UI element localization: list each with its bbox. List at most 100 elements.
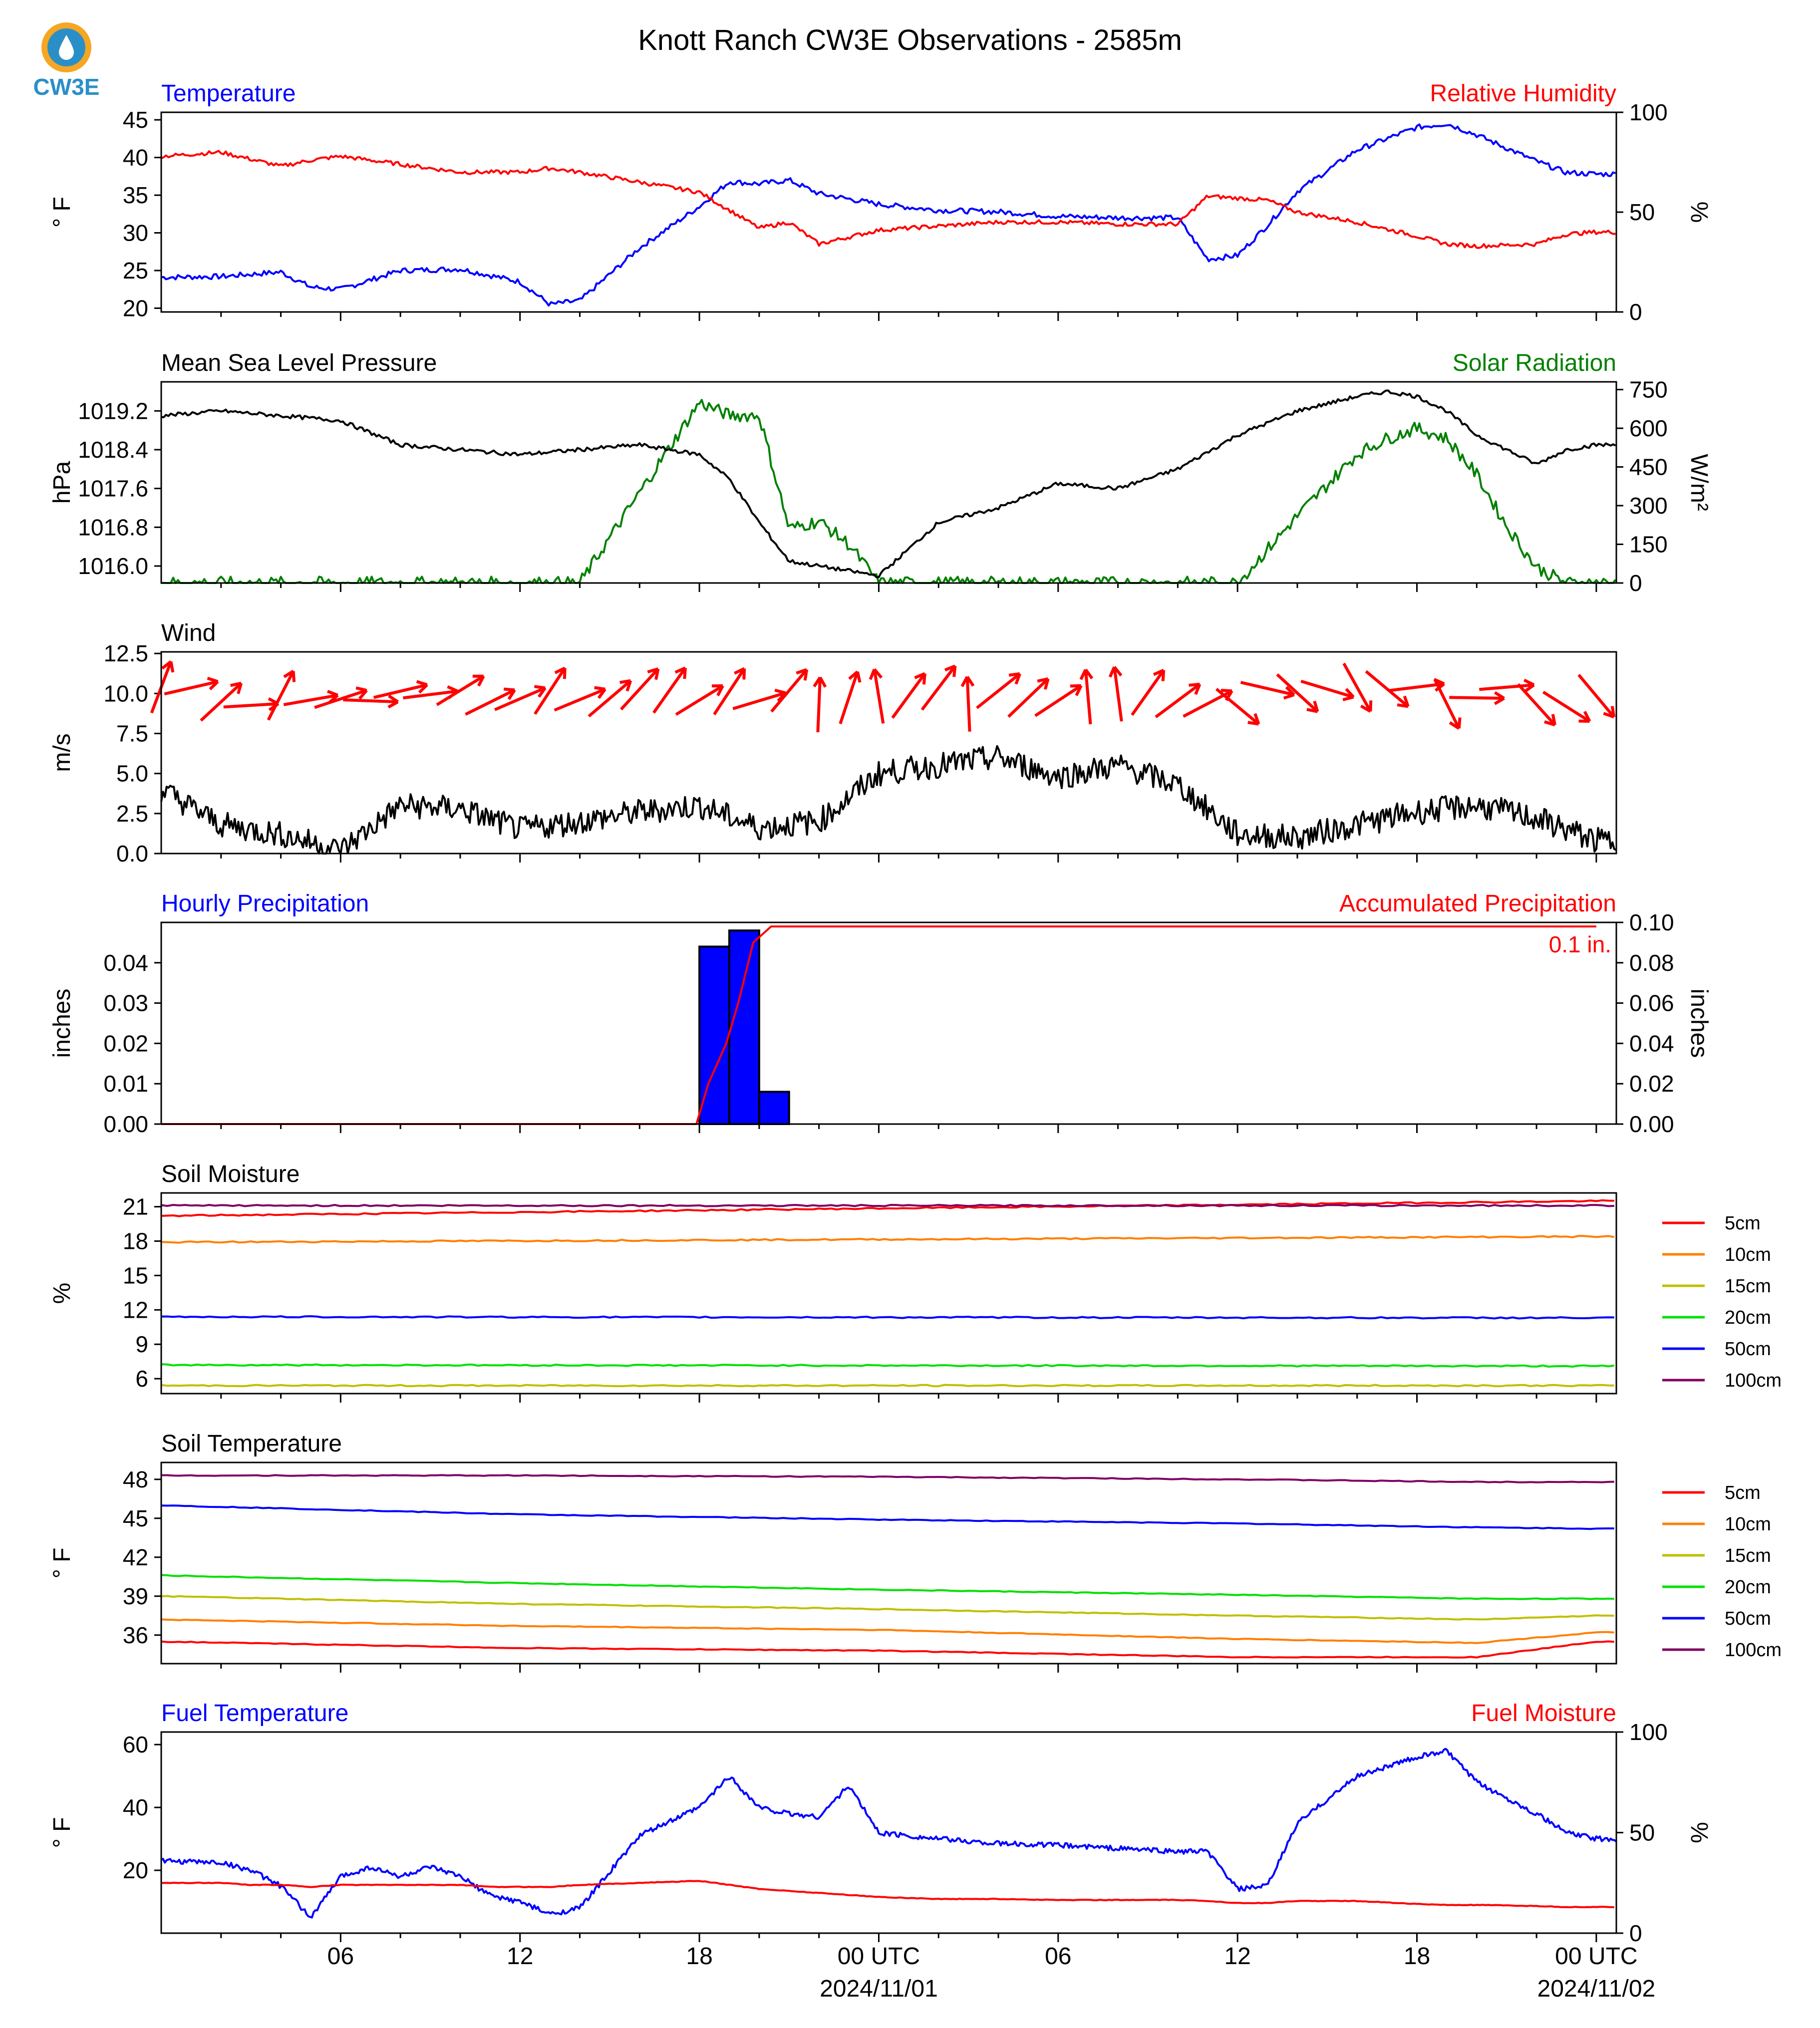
y-tick-label: 1017.6 [78, 476, 148, 502]
wind-arrow [713, 667, 746, 715]
panel-frame [160, 1192, 1617, 1395]
soil-line [161, 1618, 1614, 1644]
y2-tick-label: 0.10 [1629, 909, 1674, 935]
legend-label: 5cm [1725, 1482, 1761, 1503]
wind-arrow [494, 686, 546, 711]
wind-arrow [1007, 677, 1049, 718]
wind-arrow [373, 683, 428, 699]
panel-title-right: Solar Radiation [1453, 350, 1616, 376]
y-tick-label: 2.5 [116, 801, 148, 827]
y-axis-label: ° F [49, 197, 75, 228]
soil-line [161, 1199, 1614, 1217]
panel-fuel: Fuel Temperature Fuel Moisture 20 40 60 0 50 10… [49, 1700, 1712, 1946]
y-tick-label: 10.0 [103, 680, 148, 706]
soil-line [161, 1640, 1614, 1659]
wind-arrow [1542, 690, 1591, 723]
y-axis-label: ° F [49, 1548, 75, 1579]
y2-tick-label: 150 [1629, 532, 1668, 558]
x-tick-label: 00 UTC [1555, 1943, 1637, 1970]
y-tick-label: 12.5 [103, 640, 148, 666]
wind-arrow [1215, 687, 1260, 725]
wind-arrow [223, 702, 279, 709]
legend-label: 5cm [1725, 1213, 1761, 1234]
wind-arrow [1034, 684, 1082, 717]
wind-arrow-head [848, 670, 862, 683]
y2-tick-label: 0.08 [1629, 950, 1674, 976]
panel-title-left: Fuel Temperature [161, 1700, 348, 1727]
wind-arrow-head [1342, 688, 1355, 701]
temperature-line [161, 123, 1616, 307]
humidity-line [161, 150, 1616, 249]
panel-precip: Hourly Precipitation Accumulated Precipit… [49, 890, 1712, 1137]
wind-arrow-head [161, 660, 175, 673]
y-tick-label: 45 [123, 107, 148, 133]
panel-frame [160, 1461, 1617, 1665]
y-tick-label: 30 [123, 220, 148, 246]
panel-title-right: Fuel Moisture [1471, 1700, 1616, 1727]
legend-label: 15cm [1725, 1545, 1771, 1566]
x-tick-label: 18 [1404, 1943, 1430, 1970]
legend-label: 100cm [1725, 1370, 1782, 1391]
wind-arrow [652, 667, 687, 714]
wind-arrow-head [1544, 714, 1556, 727]
logo-text: CW3E [33, 74, 100, 100]
wind-arrow-head [1494, 691, 1505, 705]
pressure-line [161, 389, 1616, 579]
soil-line [161, 1235, 1615, 1244]
y-tick-label: 1019.2 [78, 398, 148, 424]
wind-arrow [1084, 669, 1092, 725]
y2-tick-label: 50 [1629, 199, 1655, 225]
wind-arrow [1389, 682, 1445, 692]
soil-line [161, 1595, 1614, 1621]
wind-arrow [920, 665, 956, 711]
wind-arrow-head [619, 679, 632, 692]
wind-arrow-head [230, 681, 243, 694]
wind-arrow [283, 693, 338, 706]
y-tick-label: 36 [123, 1622, 148, 1648]
soil-line [161, 1363, 1615, 1368]
y2-tick-label: 0.04 [1629, 1030, 1674, 1056]
y-axis-label: ° F [49, 1817, 75, 1848]
y2-tick-label: 100 [1629, 99, 1668, 125]
wind-arrow [1517, 683, 1556, 726]
wind-arrow [1155, 683, 1201, 718]
wind-arrow [770, 668, 808, 713]
wind-arrow-head [1037, 677, 1050, 690]
x-tick-label: 00 UTC [838, 1943, 920, 1970]
wind-arrow [164, 680, 219, 696]
panel-pres: Mean Sea Level Pressure Solar Radiation 10… [49, 350, 1712, 596]
y-tick-label: 25 [123, 258, 148, 284]
soil-line [161, 1315, 1614, 1320]
wind-arrow [1449, 696, 1505, 700]
wind-arrow [891, 672, 926, 719]
wind-arrow-head [1523, 678, 1535, 693]
y-tick-label: 20 [123, 295, 148, 321]
wind-arrow-head [207, 676, 219, 690]
soil-line [161, 1574, 1614, 1600]
wind-arrow [732, 691, 786, 710]
precip-bar [758, 1091, 790, 1126]
y-tick-label: 42 [123, 1544, 148, 1570]
wind-arrow-head [1578, 711, 1591, 723]
wind-arrow [200, 682, 243, 722]
wind-arrow-head [416, 680, 428, 694]
y-tick-label: 9 [135, 1331, 148, 1357]
y-tick-label: 0.00 [103, 1111, 148, 1137]
wind-arrow [1113, 666, 1123, 722]
y-axis-label: hPa [49, 461, 75, 504]
wind-arrow-head [734, 667, 746, 680]
wind-arrow [343, 698, 398, 704]
wind-arrow-head [1070, 684, 1083, 696]
y-tick-label: 21 [123, 1194, 148, 1220]
panel-title-left: Soil Temperature [161, 1431, 342, 1457]
x-date-label: 2024/11/01 [820, 1976, 938, 2002]
x-tick-label: 06 [1045, 1943, 1071, 1970]
wind-arrow-head [1108, 666, 1123, 678]
y2-axis-label: W/m² [1686, 454, 1712, 511]
panel-title-left: Temperature [161, 80, 296, 107]
y-tick-label: 48 [123, 1466, 148, 1492]
wind-arrow-head [647, 667, 660, 680]
wind-arrow [403, 689, 458, 700]
wind-arrow [839, 671, 859, 725]
y-tick-label: 35 [123, 182, 148, 208]
